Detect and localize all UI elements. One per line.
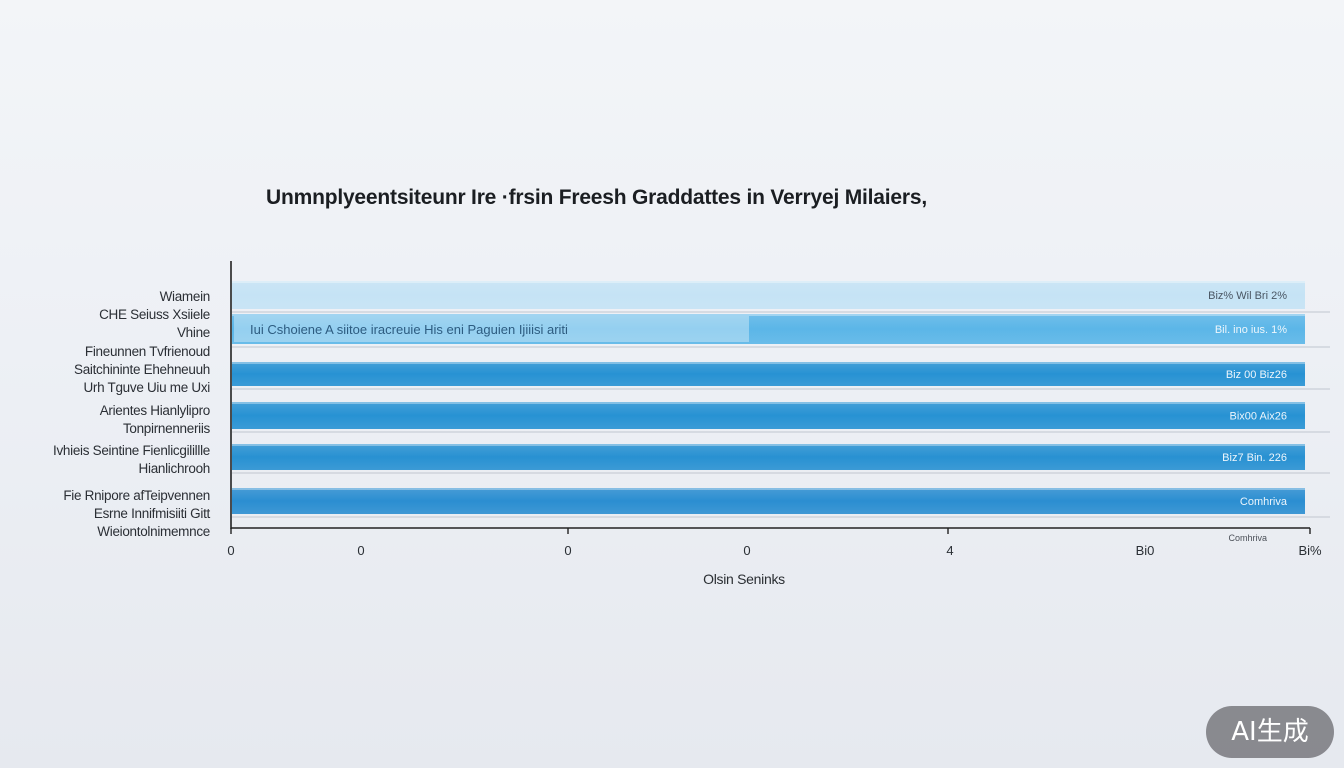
bar-value-label: Bix00 Aix26 [1230,411,1287,423]
y-category-label: CHE Seiuss Xsiiele [99,307,210,322]
bar-highlight [232,314,1305,316]
bar-4 [232,444,1305,470]
y-category-label: Tonpirnenneriis [122,421,210,436]
bar-highlight [232,362,1305,364]
bar-3 [232,402,1305,429]
y-category-label: Hianlichrooh [138,461,211,476]
bar-value-label: Comhriva [1240,496,1288,508]
y-category-label: Saitchininte Ehehneuuh [73,362,210,377]
y-category-label: Urh Tguve Uiu me Uxi [83,380,210,395]
bar-5 [232,488,1305,514]
x-tick-label: 0 [227,543,235,558]
y-category-label: Wiamein [159,289,211,304]
y-category-label: Arientes Hianlylipro [99,403,211,418]
bar-highlight [232,281,1305,283]
x-tick-label: 0 [564,543,572,558]
ai-generated-badge: AI生成 [1206,706,1334,758]
bar-2 [232,362,1305,386]
y-category-label: Ivhieis Seintine Fienlicgilillle [53,443,210,458]
axis-end-caption: Comhriva [1228,533,1267,543]
y-category-label: Esrne Innifmisiiti Gitt [93,506,210,521]
y-category-label: Fineunnen Tvfrienoud [84,344,210,359]
bar-value-label: Biz7 Bin. 226 [1222,452,1287,464]
x-tick-label: 0 [743,543,751,558]
bar-1 [232,314,1305,344]
y-category-label: Wieiontolnimemnce [97,524,210,539]
x-tick-label: Bi0 [1135,543,1155,558]
overlay-strip [234,316,749,342]
bar-highlight [232,488,1305,490]
x-axis-title: Olsin Seninks [703,571,785,587]
bar-highlight [232,444,1305,446]
bar-value-label: Bil. ino ius. 1% [1215,324,1287,336]
bar-value-label: Biz% Wil Bri 2% [1208,290,1287,302]
bar-0 [232,281,1305,309]
x-tick-label: Bi% [1298,543,1322,558]
x-tick-label: 4 [946,543,954,558]
overlay-text: Iui Cshoiene A siitoe iracreuie His eni … [250,322,568,337]
bar-value-label: Biz 00 Biz26 [1226,369,1287,381]
y-category-label: Fie Rnipore afTeipvennen [63,488,210,503]
chart-title: Unmnplyeentsiteunr Ire ·frsin Freesh Gra… [266,186,927,209]
bar-highlight [232,402,1305,404]
y-category-label: Vhine [176,325,210,340]
x-tick-label: 0 [357,543,365,558]
